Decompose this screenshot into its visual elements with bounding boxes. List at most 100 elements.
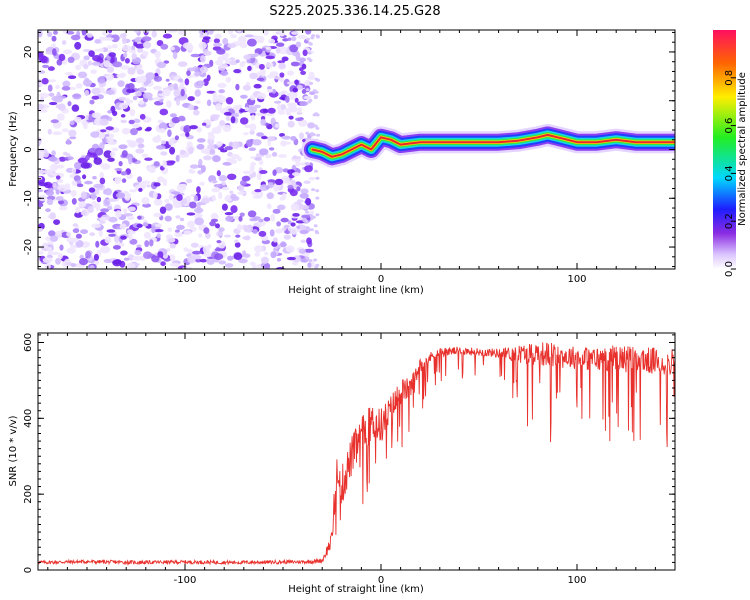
noise-speck xyxy=(267,89,273,93)
noise-speck xyxy=(307,100,312,104)
noise-speck xyxy=(299,132,304,140)
ridge-core xyxy=(311,133,675,158)
noise-speck xyxy=(210,218,219,223)
noise-speck xyxy=(105,89,115,95)
noise-speck xyxy=(93,183,104,189)
noise-speck xyxy=(208,133,216,141)
noise-speck xyxy=(75,83,83,89)
noise-speck xyxy=(274,167,284,174)
noise-speck xyxy=(263,217,271,222)
noise-speck xyxy=(149,239,154,247)
noise-speck xyxy=(175,215,181,219)
noise-speck xyxy=(169,262,180,267)
noise-speck xyxy=(224,263,234,268)
snr-x-tick-label: 0 xyxy=(378,575,384,586)
noise-speck xyxy=(152,97,162,101)
noise-speck xyxy=(135,137,145,144)
noise-speck xyxy=(245,139,253,147)
noise-speck xyxy=(296,199,304,203)
spectrogram-y-ticks: -20 -10 0 10 20 xyxy=(23,31,675,268)
noise-speck xyxy=(261,136,268,140)
noise-speck xyxy=(91,61,101,66)
noise-speck xyxy=(216,140,223,147)
noise-speck xyxy=(290,61,300,67)
noise-speck xyxy=(291,31,299,35)
noise-speck xyxy=(263,108,268,113)
noise-speck xyxy=(138,187,143,192)
noise-speck xyxy=(174,232,183,238)
noise-speck xyxy=(233,252,243,260)
noise-speck xyxy=(252,139,262,146)
noise-speck xyxy=(259,170,268,174)
noise-speck xyxy=(315,126,320,130)
noise-speck xyxy=(185,178,193,184)
noise-speck xyxy=(120,119,127,124)
noise-speck xyxy=(119,223,127,230)
noise-speck xyxy=(56,178,64,184)
noise-speck xyxy=(198,158,203,167)
noise-speck xyxy=(164,198,170,203)
noise-speck xyxy=(250,114,256,121)
noise-speck xyxy=(222,161,232,166)
noise-speck xyxy=(88,114,93,123)
noise-speck xyxy=(92,176,97,180)
noise-speck xyxy=(55,175,61,180)
noise-speck xyxy=(136,69,145,75)
spectrogram-y-tick-label: -20 xyxy=(23,239,34,255)
noise-speck xyxy=(258,218,264,223)
noise-speck xyxy=(227,173,237,180)
noise-speck xyxy=(51,150,56,157)
noise-speck xyxy=(225,215,234,222)
noise-speck xyxy=(110,34,120,43)
noise-speck xyxy=(38,30,43,38)
noise-speck xyxy=(162,160,167,168)
noise-speck xyxy=(52,48,57,56)
noise-speck xyxy=(75,233,82,239)
noise-speck xyxy=(71,104,80,112)
noise-speck xyxy=(91,87,101,95)
noise-speck xyxy=(234,242,241,248)
noise-speck xyxy=(178,61,188,67)
noise-speck xyxy=(256,77,265,82)
noise-speck xyxy=(107,110,112,114)
noise-speck xyxy=(168,160,176,164)
snr-y-tick-label: 400 xyxy=(23,409,34,428)
noise-speck xyxy=(299,205,310,210)
noise-speck xyxy=(265,153,272,159)
noise-speck xyxy=(309,228,314,232)
noise-speck xyxy=(75,206,81,214)
noise-speck xyxy=(196,143,205,150)
noise-speck xyxy=(38,182,49,187)
noise-speck xyxy=(221,186,230,191)
noise-speck xyxy=(99,177,106,185)
noise-speck xyxy=(67,156,74,160)
noise-speck xyxy=(179,217,185,222)
spectrogram-y-label: Frequency (Hz) xyxy=(8,111,19,187)
noise-speck xyxy=(174,135,179,141)
noise-speck xyxy=(265,62,274,68)
noise-speck xyxy=(315,213,320,217)
noise-speck xyxy=(144,240,150,248)
noise-speck xyxy=(218,89,225,94)
noise-speck xyxy=(290,136,297,141)
noise-speck xyxy=(107,157,115,162)
noise-speck xyxy=(90,192,97,201)
noise-speck xyxy=(140,75,147,83)
noise-speck xyxy=(128,156,133,165)
noise-speck xyxy=(167,30,178,33)
noise-speck xyxy=(120,171,128,176)
noise-speck xyxy=(59,206,68,211)
noise-speck xyxy=(164,215,172,222)
noise-speck xyxy=(240,117,249,125)
noise-speck xyxy=(47,128,52,135)
noise-speck xyxy=(130,128,138,136)
noise-speck xyxy=(72,228,80,234)
noise-speck xyxy=(142,41,152,49)
noise-speck xyxy=(111,44,118,49)
noise-speck xyxy=(306,57,311,61)
noise-speck xyxy=(272,237,278,243)
noise-speck xyxy=(47,66,55,71)
noise-speck xyxy=(217,82,227,89)
noise-speck xyxy=(200,55,206,63)
